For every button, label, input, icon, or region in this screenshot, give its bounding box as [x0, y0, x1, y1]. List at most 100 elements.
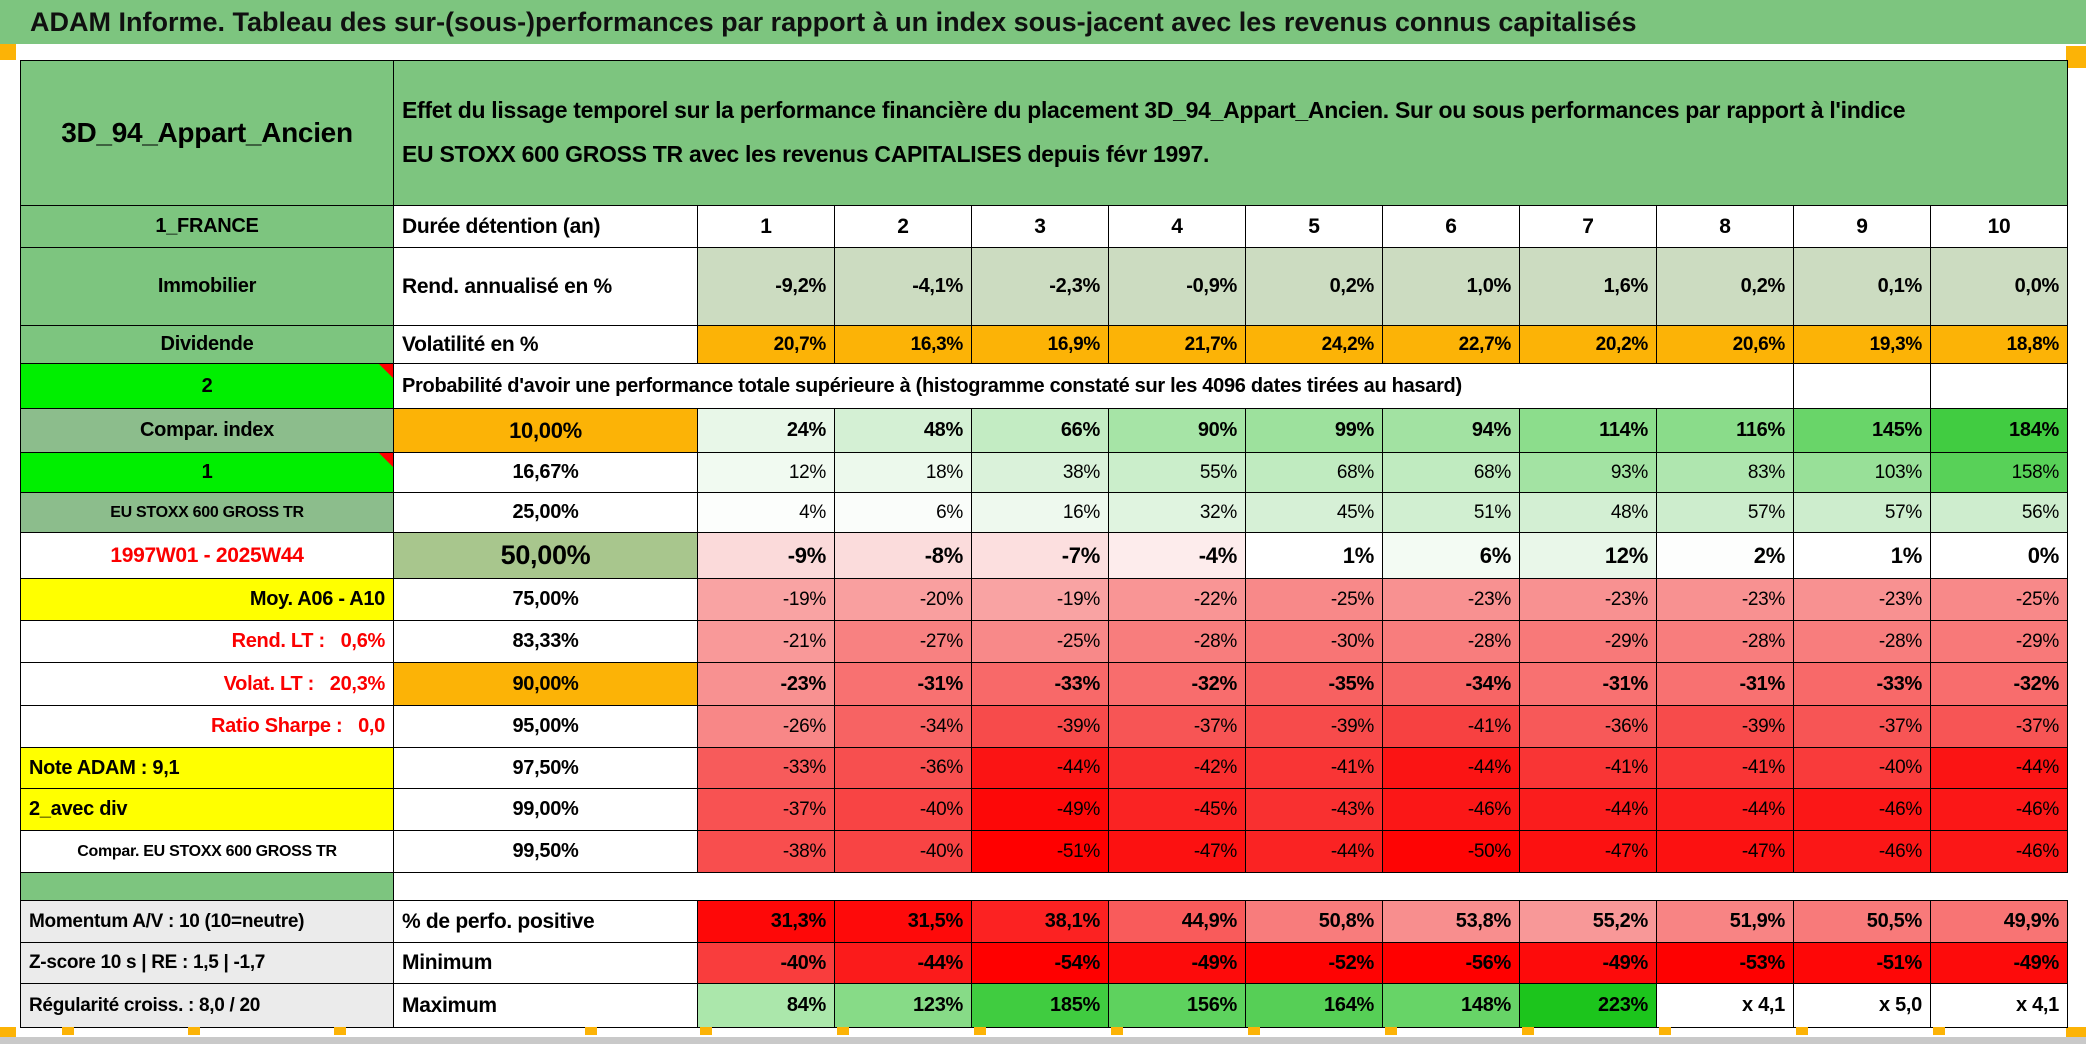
data-cell[interactable]: 0,0% [1930, 247, 2068, 326]
data-cell[interactable]: 0,2% [1656, 247, 1794, 326]
data-cell[interactable]: 16,3% [834, 325, 972, 364]
data-cell[interactable]: 53,8% [1382, 900, 1520, 943]
data-cell[interactable]: 24% [697, 408, 835, 453]
data-cell[interactable]: -4% [1108, 532, 1246, 579]
metric-label[interactable]: Maximum [393, 983, 698, 1028]
metric-label[interactable]: 95,00% [393, 705, 698, 748]
data-cell[interactable]: 24,2% [1245, 325, 1383, 364]
data-cell[interactable]: -39% [1656, 705, 1794, 748]
data-cell[interactable]: 55% [1108, 452, 1246, 493]
data-cell[interactable]: 90% [1108, 408, 1246, 453]
data-cell[interactable]: -40% [834, 830, 972, 873]
data-cell[interactable]: 223% [1519, 983, 1657, 1028]
data-cell[interactable]: -47% [1656, 830, 1794, 873]
row-label[interactable]: Momentum A/V : 10 (10=neutre) [20, 900, 394, 943]
metric-label[interactable]: 99,50% [393, 830, 698, 873]
data-cell[interactable]: 10 [1930, 205, 2068, 248]
data-cell[interactable]: -46% [1930, 830, 2068, 873]
data-cell[interactable]: 83% [1656, 452, 1794, 493]
data-cell[interactable]: 44,9% [1108, 900, 1246, 943]
data-cell[interactable]: -49% [1519, 942, 1657, 984]
data-cell[interactable]: -47% [1519, 830, 1657, 873]
data-cell[interactable]: 38,1% [971, 900, 1109, 943]
data-cell[interactable]: 50,5% [1793, 900, 1931, 943]
data-cell[interactable]: -31% [1519, 662, 1657, 706]
data-cell[interactable]: -44% [1245, 830, 1383, 873]
data-cell[interactable]: 50,8% [1245, 900, 1383, 943]
data-cell[interactable]: -30% [1245, 620, 1383, 663]
data-cell[interactable]: -33% [697, 747, 835, 789]
data-cell[interactable]: -41% [1382, 705, 1520, 748]
data-cell[interactable]: -44% [1519, 788, 1657, 831]
data-cell[interactable]: -37% [1793, 705, 1931, 748]
data-cell[interactable]: -9,2% [697, 247, 835, 326]
data-cell[interactable]: -51% [971, 830, 1109, 873]
data-cell[interactable]: -44% [1930, 747, 2068, 789]
metric-label[interactable]: 90,00% [393, 662, 698, 706]
row-label[interactable]: Dividende [20, 325, 394, 364]
merged-cell[interactable]: Probabilité d'avoir une performance tota… [393, 363, 1794, 409]
data-cell[interactable]: 158% [1930, 452, 2068, 493]
row-label[interactable]: Z-score 10 s | RE : 1,5 | -1,7 [20, 942, 394, 984]
row-label[interactable]: EU STOXX 600 GROSS TR [20, 492, 394, 533]
data-cell[interactable]: 32% [1108, 492, 1246, 533]
data-cell[interactable]: -29% [1519, 620, 1657, 663]
data-cell[interactable]: 56% [1930, 492, 2068, 533]
data-cell[interactable]: 164% [1245, 983, 1383, 1028]
data-cell[interactable]: -8% [834, 532, 972, 579]
row-label[interactable]: Volat. LT : 20,3% [20, 662, 394, 706]
data-cell[interactable]: -42% [1108, 747, 1246, 789]
data-cell[interactable]: 93% [1519, 452, 1657, 493]
data-cell[interactable]: -34% [834, 705, 972, 748]
data-cell[interactable]: 8 [1656, 205, 1794, 248]
data-cell[interactable]: 156% [1108, 983, 1246, 1028]
data-cell[interactable]: -26% [697, 705, 835, 748]
data-cell[interactable]: -20% [834, 578, 972, 621]
data-cell[interactable]: -45% [1108, 788, 1246, 831]
data-cell[interactable]: 7 [1519, 205, 1657, 248]
data-cell[interactable]: 31,3% [697, 900, 835, 943]
data-cell[interactable]: -29% [1930, 620, 2068, 663]
data-cell[interactable]: 148% [1382, 983, 1520, 1028]
metric-label[interactable]: Rend. annualisé en % [393, 247, 698, 326]
data-cell[interactable]: -41% [1245, 747, 1383, 789]
data-cell[interactable]: 2 [834, 205, 972, 248]
data-cell[interactable]: 1% [1245, 532, 1383, 579]
data-cell[interactable]: -0,9% [1108, 247, 1246, 326]
data-cell[interactable]: 5 [1245, 205, 1383, 248]
data-cell[interactable]: -41% [1519, 747, 1657, 789]
data-cell[interactable]: 68% [1245, 452, 1383, 493]
data-cell[interactable]: -22% [1108, 578, 1246, 621]
data-cell[interactable]: -28% [1793, 620, 1931, 663]
data-cell[interactable]: 123% [834, 983, 972, 1028]
data-cell[interactable]: -19% [971, 578, 1109, 621]
data-cell[interactable]: -44% [834, 942, 972, 984]
data-cell[interactable]: 2% [1656, 532, 1794, 579]
data-cell[interactable]: 12% [697, 452, 835, 493]
data-cell[interactable]: -39% [971, 705, 1109, 748]
data-cell[interactable]: 68% [1382, 452, 1520, 493]
metric-label[interactable]: Volatilité en % [393, 325, 698, 364]
data-cell[interactable]: x 5,0 [1793, 983, 1931, 1028]
metric-label[interactable]: 83,33% [393, 620, 698, 663]
data-cell[interactable]: -40% [834, 788, 972, 831]
metric-label[interactable]: Minimum [393, 942, 698, 984]
data-cell[interactable]: x 4,1 [1930, 983, 2068, 1028]
data-cell[interactable]: 6 [1382, 205, 1520, 248]
merged-cell[interactable]: Effet du lissage temporel sur la perform… [393, 60, 2068, 206]
data-cell[interactable]: -25% [971, 620, 1109, 663]
data-cell[interactable]: -49% [971, 788, 1109, 831]
data-cell[interactable]: 57% [1656, 492, 1794, 533]
data-cell[interactable]: 1 [697, 205, 835, 248]
metric-label[interactable]: Durée détention (an) [393, 205, 698, 248]
data-cell[interactable]: 16% [971, 492, 1109, 533]
data-cell[interactable]: 0% [1930, 532, 2068, 579]
data-cell[interactable]: 45% [1245, 492, 1383, 533]
data-cell[interactable]: -39% [1245, 705, 1383, 748]
data-cell[interactable]: -40% [697, 942, 835, 984]
row-label[interactable]: 1997W01 - 2025W44 [20, 532, 394, 579]
data-cell[interactable]: 16,9% [971, 325, 1109, 364]
row-label[interactable]: 2_avec div [20, 788, 394, 831]
data-cell[interactable]: -36% [834, 747, 972, 789]
data-cell[interactable]: -28% [1108, 620, 1246, 663]
